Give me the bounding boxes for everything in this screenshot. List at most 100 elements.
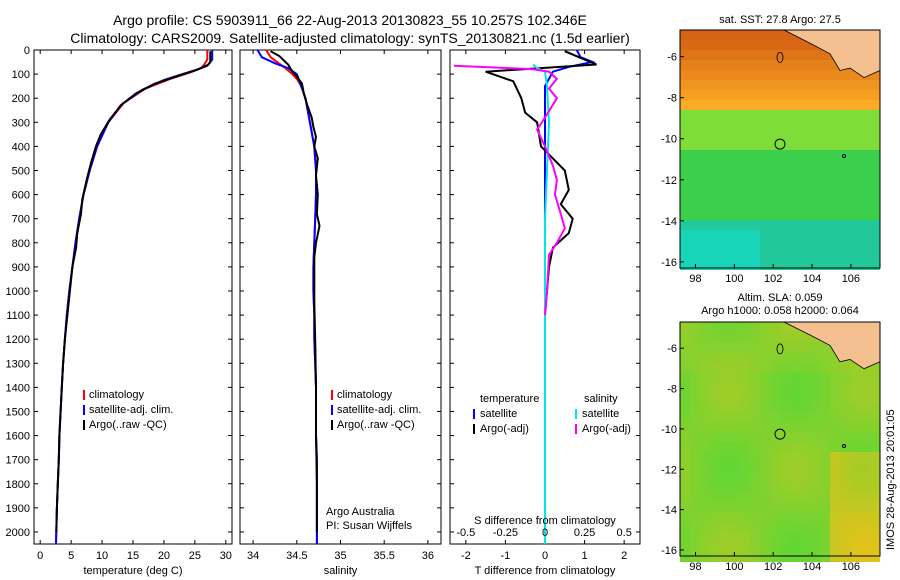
map-cell <box>750 552 760 562</box>
map-cell <box>840 260 850 270</box>
map-cell <box>690 382 700 392</box>
map-cell <box>690 70 700 80</box>
top-tick-label: -0.5 <box>456 527 475 539</box>
map-cell <box>680 150 690 160</box>
map-cell <box>800 170 810 180</box>
map-cell <box>800 382 810 392</box>
map-cell <box>850 422 860 432</box>
map-cell <box>850 210 860 220</box>
map-cell <box>690 260 700 270</box>
map-cell <box>870 170 880 180</box>
legend-label: Argo(..raw -QC) <box>89 419 167 431</box>
map-cell <box>750 522 760 532</box>
map-cell <box>780 432 790 442</box>
map-cell <box>690 140 700 150</box>
map-cell <box>720 30 730 40</box>
map-cell <box>740 160 750 170</box>
map-cell <box>860 180 870 190</box>
map-cell <box>850 80 860 90</box>
map-cell <box>780 402 790 412</box>
map-cell <box>790 250 800 260</box>
map-cell <box>730 110 740 120</box>
map-cell <box>850 100 860 110</box>
map-cell <box>800 40 810 50</box>
annotation-text: PI: Susan Wijffels <box>326 520 412 532</box>
map-cell <box>790 180 800 190</box>
map-cell <box>810 220 820 230</box>
map-cell <box>810 100 820 110</box>
map-cell <box>820 342 830 352</box>
map-cell <box>810 432 820 442</box>
lon-tick-label: 98 <box>689 561 701 573</box>
map-cell <box>830 150 840 160</box>
map-cell <box>770 180 780 190</box>
map-cell <box>870 412 880 422</box>
map-cell <box>740 502 750 512</box>
map-cell <box>750 512 760 522</box>
map-cell <box>750 70 760 80</box>
map-cell <box>830 130 840 140</box>
map-cell <box>750 462 760 472</box>
map-cell <box>710 170 720 180</box>
map-cell <box>790 472 800 482</box>
map-cell <box>680 40 690 50</box>
map-cell <box>720 190 730 200</box>
map-cell <box>770 230 780 240</box>
map-cell <box>860 240 870 250</box>
map-cell <box>770 442 780 452</box>
map-cell <box>830 70 840 80</box>
map-cell <box>820 422 830 432</box>
map-cell <box>830 512 840 522</box>
map-cell <box>800 522 810 532</box>
map-cell <box>830 482 840 492</box>
map-cell <box>790 50 800 60</box>
x-tick-label: 25 <box>189 550 201 562</box>
map-cell <box>700 170 710 180</box>
map-cell <box>770 50 780 60</box>
map-cell <box>810 482 820 492</box>
map-cell <box>860 230 870 240</box>
map-cell <box>870 140 880 150</box>
map-cell <box>870 70 880 80</box>
map-cell <box>790 140 800 150</box>
map-cell <box>760 170 770 180</box>
map-cell <box>680 332 690 342</box>
legend-label: satellite <box>480 408 517 420</box>
map-cell <box>710 140 720 150</box>
map-cell <box>730 372 740 382</box>
map-cell <box>700 402 710 412</box>
map-cell <box>840 492 850 502</box>
map-cell <box>690 50 700 60</box>
map-cell <box>720 542 730 552</box>
map-cell <box>820 362 830 372</box>
map-cell <box>820 502 830 512</box>
depth-tick-label: 0 <box>24 45 30 57</box>
map-cell <box>720 80 730 90</box>
map-cell <box>770 60 780 70</box>
map-cell <box>800 230 810 240</box>
x-tick-label: 34 <box>247 550 259 562</box>
map-cell <box>870 402 880 412</box>
map-cell <box>760 140 770 150</box>
map-cell <box>680 220 690 230</box>
map-cell <box>700 50 710 60</box>
map-cell <box>830 362 840 372</box>
map-cell <box>840 70 850 80</box>
map-cell <box>690 110 700 120</box>
map-cell <box>830 180 840 190</box>
panel-frame <box>33 49 233 545</box>
map-cell <box>870 180 880 190</box>
map-cell <box>730 322 740 332</box>
map-cell <box>700 352 710 362</box>
map-cell <box>710 452 720 462</box>
map-cell <box>780 552 790 562</box>
map-cell <box>750 110 760 120</box>
map-cell <box>800 200 810 210</box>
map-cell <box>790 482 800 492</box>
map-cell <box>870 422 880 432</box>
map-cell <box>740 442 750 452</box>
map-cell <box>700 180 710 190</box>
map-cell <box>770 482 780 492</box>
map-cell <box>830 492 840 502</box>
map-cell <box>700 200 710 210</box>
